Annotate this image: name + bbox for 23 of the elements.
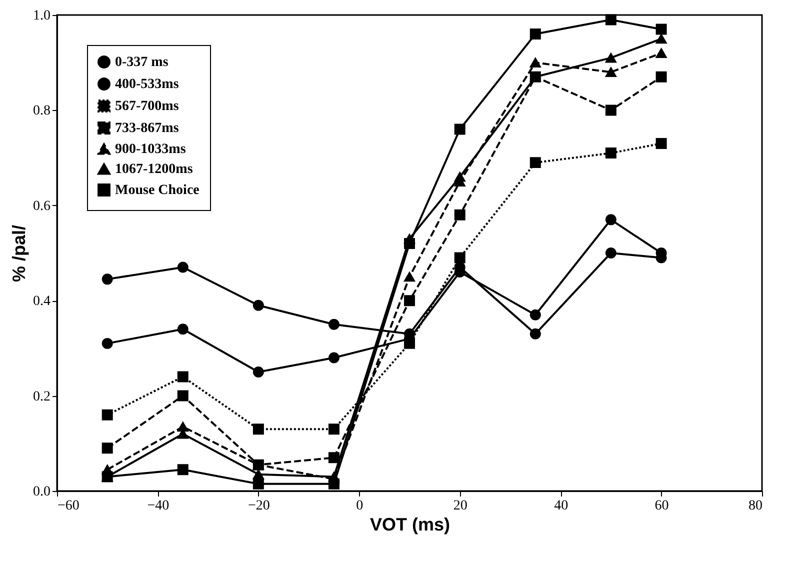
x-tick-label: −40 bbox=[147, 498, 170, 514]
legend-label: Mouse Choice bbox=[115, 183, 200, 198]
legend-label: 1067-1200ms bbox=[115, 162, 194, 177]
y-tick-label: 0.8 bbox=[33, 104, 50, 119]
x-tick-label: −20 bbox=[248, 498, 270, 514]
y-tick-label: 0.4 bbox=[33, 294, 50, 310]
legend-label: 400-533ms bbox=[115, 77, 180, 92]
x-tick-label: 40 bbox=[554, 498, 568, 514]
x-tick-label: 60 bbox=[654, 498, 669, 514]
x-tick-label: 80 bbox=[748, 498, 762, 514]
legend-label: 733-867ms bbox=[115, 121, 180, 136]
legend-label: 567-700ms bbox=[115, 99, 180, 114]
x-tick-label: 20 bbox=[453, 498, 468, 514]
y-tick-label: 0.2 bbox=[33, 389, 50, 404]
legend-label: 900-1033ms bbox=[115, 142, 186, 157]
y-tick-label: 1.0 bbox=[33, 8, 50, 24]
legend-label: 0-337 ms bbox=[115, 55, 169, 70]
x-tick-label: 0 bbox=[356, 498, 364, 514]
y-axis-title: % /pal/ bbox=[9, 224, 29, 282]
x-axis-title: VOT (ms) bbox=[370, 514, 450, 534]
x-tick-label: −60 bbox=[58, 498, 80, 514]
y-tick-label: 0.6 bbox=[33, 198, 50, 214]
y-tick-label: 0.0 bbox=[33, 484, 50, 500]
